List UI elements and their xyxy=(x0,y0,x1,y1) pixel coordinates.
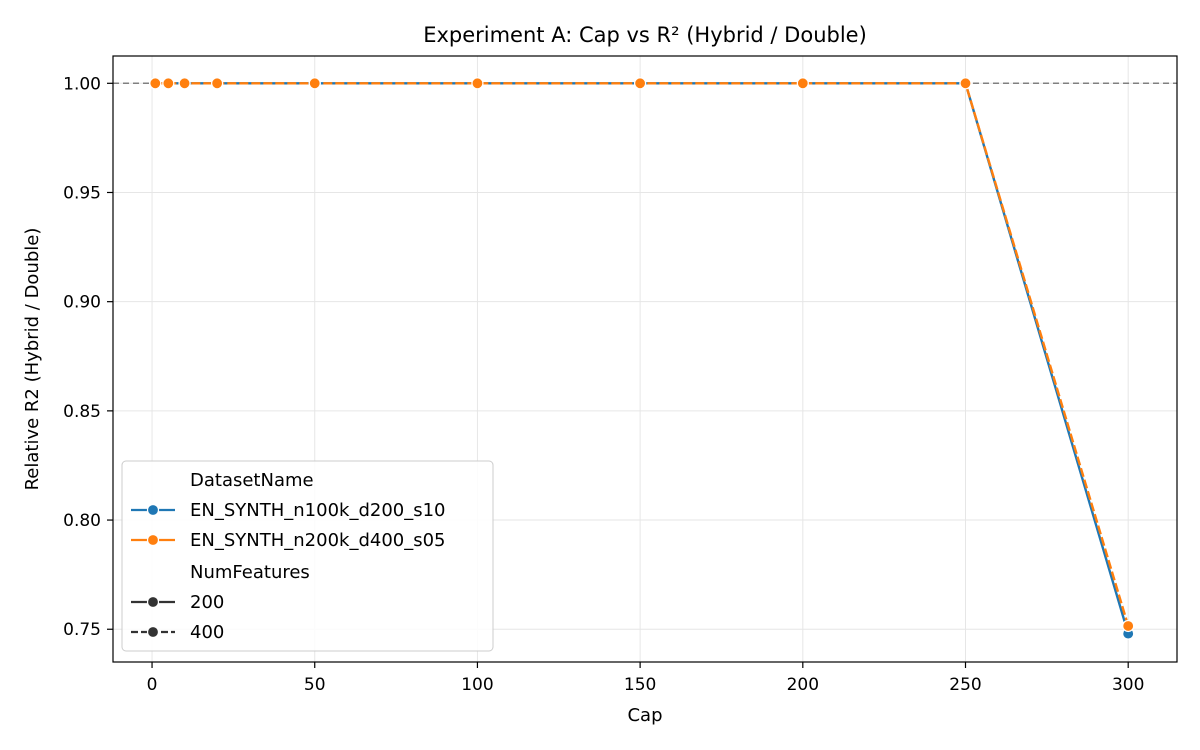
y-tick-label: 0.85 xyxy=(63,402,101,422)
legend-entry-style-400: 400 xyxy=(131,622,224,643)
y-tick-label: 1.00 xyxy=(63,74,101,94)
data-point xyxy=(149,77,162,90)
data-point xyxy=(959,77,972,90)
plot-frame xyxy=(112,55,1178,663)
y-axis-label: Relative R2 (Hybrid / Double) xyxy=(22,228,43,491)
x-tick-label: 0 xyxy=(147,675,158,695)
x-tick-label: 50 xyxy=(304,675,326,695)
chart-title: Experiment A: Cap vs R² (Hybrid / Double… xyxy=(423,23,867,47)
y-tick-label: 0.90 xyxy=(63,293,101,313)
legend-entry-series-2: EN_SYNTH_n200k_d400_s05 xyxy=(131,530,446,551)
x-tick-label: 100 xyxy=(461,675,493,695)
data-point xyxy=(471,77,484,90)
legend-marker-series-1 xyxy=(146,503,160,517)
legend-entry-style-200: 200 xyxy=(131,592,224,613)
data-point xyxy=(634,77,647,90)
series-layer xyxy=(149,77,1135,640)
legend-box xyxy=(121,460,494,652)
data-point xyxy=(308,77,321,90)
legend-hue-title: DatasetName xyxy=(190,470,314,491)
legend-label-series-1: EN_SYNTH_n100k_d200_s10 xyxy=(190,500,446,521)
legend-marker-series-2 xyxy=(146,533,160,547)
series-2 xyxy=(149,77,1135,633)
data-point xyxy=(162,77,175,90)
x-tick-label: 200 xyxy=(787,675,819,695)
x-tick-label: 250 xyxy=(949,675,981,695)
y-tick-label: 0.75 xyxy=(63,620,101,640)
x-tick-label: 150 xyxy=(624,675,656,695)
legend-label-style-400: 400 xyxy=(190,622,224,643)
data-point xyxy=(796,77,809,90)
legend-marker-style-400 xyxy=(146,625,160,639)
data-point xyxy=(1122,619,1135,633)
y-tick-label: 0.80 xyxy=(63,511,101,531)
x-axis-label: Cap xyxy=(627,705,662,726)
y-tick-label: 0.95 xyxy=(63,183,101,203)
x-tick-label: 300 xyxy=(1112,675,1144,695)
legend-style-title: NumFeatures xyxy=(190,562,310,583)
y-axis-ticks: 0.75 0.80 0.85 0.90 0.95 1.00 xyxy=(63,74,113,640)
data-point xyxy=(211,77,224,90)
series-line-2 xyxy=(155,82,1130,627)
data-point xyxy=(178,77,191,90)
legend-entry-series-1: EN_SYNTH_n100k_d200_s10 xyxy=(131,500,446,521)
legend-label-style-200: 200 xyxy=(190,592,224,613)
legend-marker-style-200 xyxy=(146,595,160,609)
x-axis-ticks: 0 50 100 150 200 250 300 xyxy=(147,662,1144,695)
legend: DatasetName EN_SYNTH_n100k_d200_s10 EN_S… xyxy=(121,460,494,652)
legend-label-series-2: EN_SYNTH_n200k_d400_s05 xyxy=(190,530,446,551)
